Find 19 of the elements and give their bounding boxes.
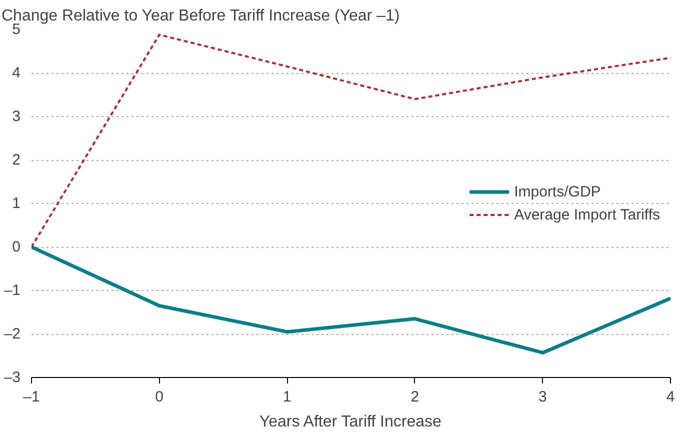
legend-label: Average Import Tariffs [514,206,660,223]
y-tick-label: 2 [12,152,20,168]
y-tick-label: 4 [12,64,20,82]
y-tick-label: –1 [4,282,21,299]
y-tick-label: 1 [12,195,20,212]
x-tick-label: 0 [155,388,164,406]
x-tick-label: 4 [666,388,675,406]
y-tick-label: 0 [12,238,20,256]
x-tick-label: 1 [282,388,292,406]
y-tick-label: 3 [12,108,20,125]
line-series [32,34,670,248]
x-tick-label: 2 [410,388,420,406]
x-tick-label: –1 [23,388,40,406]
x-tick-label: 3 [538,388,547,406]
legend-label: Imports/GDP [514,183,601,200]
line-series [32,245,670,354]
y-tick-label: –2 [4,326,21,342]
x-axis-title: Years After Tariff Increase [259,414,442,430]
y-tick-label: –3 [4,369,21,386]
